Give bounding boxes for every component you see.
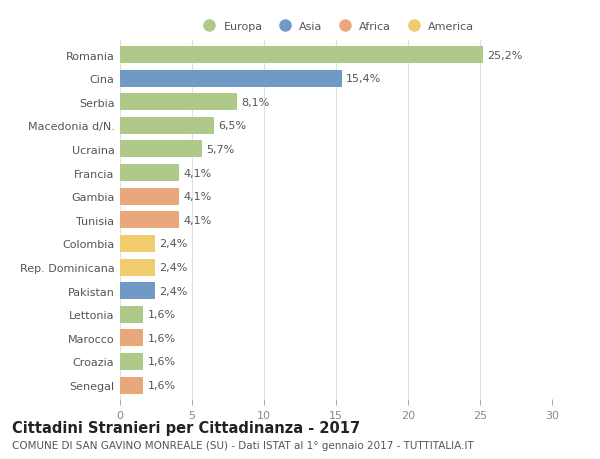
Bar	[120, 235, 155, 252]
Text: 8,1%: 8,1%	[241, 98, 269, 107]
Text: 5,7%: 5,7%	[206, 145, 235, 155]
Bar	[120, 47, 483, 64]
Bar	[120, 377, 143, 394]
Bar	[120, 306, 143, 323]
Bar	[120, 141, 202, 158]
Text: Cittadini Stranieri per Cittadinanza - 2017: Cittadini Stranieri per Cittadinanza - 2…	[12, 420, 360, 435]
Bar	[120, 94, 236, 111]
Bar	[120, 259, 155, 276]
Text: 4,1%: 4,1%	[184, 215, 212, 225]
Text: 4,1%: 4,1%	[184, 168, 212, 178]
Text: 15,4%: 15,4%	[346, 74, 382, 84]
Text: 1,6%: 1,6%	[148, 357, 175, 367]
Text: 1,6%: 1,6%	[148, 333, 175, 343]
Text: 1,6%: 1,6%	[148, 380, 175, 390]
Text: 2,4%: 2,4%	[159, 239, 187, 249]
Bar	[120, 330, 143, 347]
Bar	[120, 71, 342, 88]
Text: 25,2%: 25,2%	[487, 50, 523, 61]
Text: 1,6%: 1,6%	[148, 309, 175, 319]
Bar	[120, 282, 155, 299]
Bar	[120, 353, 143, 370]
Text: 2,4%: 2,4%	[159, 286, 187, 296]
Bar	[120, 118, 214, 134]
Text: 2,4%: 2,4%	[159, 263, 187, 273]
Text: 6,5%: 6,5%	[218, 121, 246, 131]
Text: COMUNE DI SAN GAVINO MONREALE (SU) - Dati ISTAT al 1° gennaio 2017 - TUTTITALIA.: COMUNE DI SAN GAVINO MONREALE (SU) - Dat…	[12, 440, 474, 450]
Legend: Europa, Asia, Africa, America: Europa, Asia, Africa, America	[198, 22, 474, 32]
Bar	[120, 212, 179, 229]
Text: 4,1%: 4,1%	[184, 192, 212, 202]
Bar	[120, 165, 179, 182]
Bar	[120, 188, 179, 205]
